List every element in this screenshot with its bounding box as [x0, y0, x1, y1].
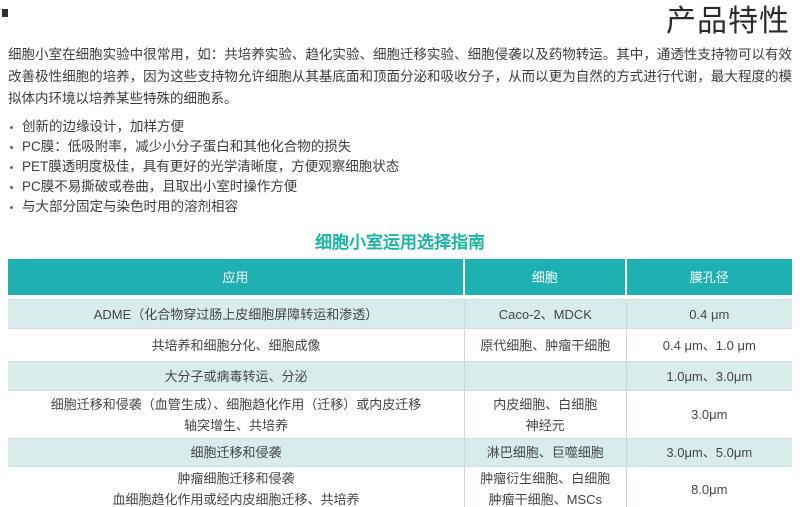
table-row: 大分子或病毒转运、分泌 1.0μm、3.0μm [8, 362, 792, 391]
feature-bullet-list: 创新的边缘设计，加样方便 PC膜：低吸附率，减少小分子蛋白和其他化合物的损失 P… [10, 117, 792, 217]
bullet-dot-icon [10, 165, 13, 169]
feature-bullet-text: 创新的边缘设计，加样方便 [22, 119, 184, 134]
application-cell: 细胞迁移和侵袭（血管生成）、细胞趋化作用（迁移）或内皮迁移 轴突增生、共培养 [8, 391, 466, 438]
table-row: 共培养和细胞分化、细胞成像 原代细胞、肿瘤干细胞 0.4 μm、1.0 μm [8, 329, 792, 362]
cells-cell: 肿瘤衍生细胞、白细胞 肿瘤干细胞、MSCs [465, 467, 627, 507]
feature-bullet-text: PC膜：低吸附率，减少小分子蛋白和其他化合物的损失 [22, 139, 352, 154]
intro-paragraph: 细胞小室在细胞实验中很常用，如：共培养实验、趋化实验、细胞迁移实验、细胞侵袭以及… [8, 47, 792, 106]
application-cell: 大分子或病毒转运、分泌 [8, 362, 466, 390]
table-row: 细胞迁移和侵袭 淋巴细胞、巨噬细胞 3.0μm、5.0μm [8, 439, 792, 467]
column-header-pore-size: 膜孔径 [689, 269, 729, 285]
bullet-dot-icon [10, 185, 13, 189]
application-cell: 共培养和细胞分化、细胞成像 [8, 329, 466, 361]
pore-size-cell: 3.0μm [691, 407, 728, 422]
feature-bullet: PC膜不易撕破或卷曲，且取出小室时操作方便 [10, 177, 792, 197]
table-body: ADME（化合物穿过肠上皮细胞屏障转运和渗透） Caco-2、MDCK 0.4 … [8, 299, 792, 507]
table-header-row: 应用 细胞 膜孔径 [8, 259, 792, 295]
table-row: 细胞迁移和侵袭（血管生成）、细胞趋化作用（迁移）或内皮迁移 轴突增生、共培养 内… [8, 391, 792, 439]
feature-bullet-text: PET膜透明度极佳，具有更好的光学清晰度，方便观察细胞状态 [22, 159, 400, 174]
application-cell: ADME（化合物穿过肠上皮细胞屏障转运和渗透） [8, 300, 466, 328]
cells-cell: 内皮细胞、白细胞 神经元 [465, 391, 627, 438]
guide-table-title: 细胞小室运用选择指南 [315, 233, 485, 252]
feature-bullet: PET膜透明度极佳，具有更好的光学清晰度，方便观察细胞状态 [10, 157, 792, 177]
feature-bullet-text: 与大部分固定与染色时用的溶剂相容 [22, 199, 238, 214]
column-header-cells: 细胞 [465, 259, 627, 295]
page-title: 产品特性 [666, 5, 790, 38]
cells-cell [465, 362, 627, 390]
feature-bullet: 与大部分固定与染色时用的溶剂相容 [10, 197, 792, 217]
pore-size-cell: 0.4 μm [689, 306, 730, 322]
table-row: ADME（化合物穿过肠上皮细胞屏障转运和渗透） Caco-2、MDCK 0.4 … [8, 300, 792, 329]
application-cell: 细胞迁移和侵袭 [8, 439, 466, 466]
pore-size-cell: 0.4 μm、1.0 μm [662, 337, 756, 353]
cells-cell: 淋巴细胞、巨噬细胞 [465, 439, 627, 466]
pore-size-cell: 1.0μm、3.0μm [666, 368, 753, 384]
feature-bullet: 创新的边缘设计，加样方便 [10, 117, 792, 137]
feature-bullet: PC膜：低吸附率，减少小分子蛋白和其他化合物的损失 [10, 137, 792, 157]
pore-size-cell: 8.0μm [691, 481, 728, 497]
feature-bullet-text: PC膜不易撕破或卷曲，且取出小室时操作方便 [22, 179, 298, 194]
page-edge-artifact [2, 9, 8, 17]
table-row: 肿瘤细胞迁移和侵袭 血细胞趋化作用或经内皮细胞迁移、共培养 肿瘤衍生细胞、白细胞… [8, 467, 792, 507]
bullet-dot-icon [10, 145, 13, 149]
selection-guide-table: 应用 细胞 膜孔径 ADME（化合物穿过肠上皮细胞屏障转运和渗透） Caco-2… [8, 259, 792, 507]
bullet-dot-icon [10, 125, 13, 129]
bullet-dot-icon [10, 205, 13, 209]
application-cell: 肿瘤细胞迁移和侵袭 血细胞趋化作用或经内皮细胞迁移、共培养 [8, 467, 466, 507]
pore-size-cell: 3.0μm、5.0μm [666, 445, 753, 460]
column-header-application: 应用 [8, 259, 466, 295]
cells-cell: Caco-2、MDCK [465, 300, 627, 328]
cells-cell: 原代细胞、肿瘤干细胞 [465, 329, 627, 361]
